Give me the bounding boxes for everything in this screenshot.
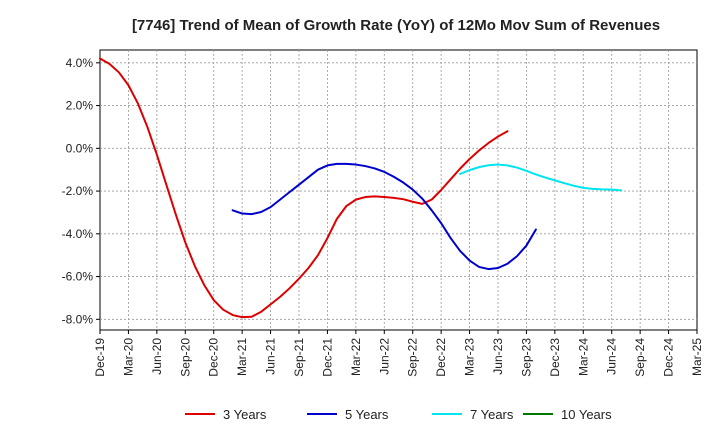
x-tick-label: Sep-21 bbox=[292, 338, 306, 377]
y-tick-label: 4.0% bbox=[66, 56, 94, 70]
y-tick-label: -2.0% bbox=[62, 184, 94, 198]
series-line-7-years bbox=[459, 163, 623, 192]
x-tick-label: Mar-25 bbox=[690, 338, 704, 376]
y-tick-label: 2.0% bbox=[66, 99, 94, 113]
series-line-3-years bbox=[99, 57, 509, 319]
x-axis: Dec-19 Mar-20 Jun-20 Sep-20 Dec-20 Mar-21 Jun-… bbox=[93, 330, 704, 377]
x-tick-label: Sep-20 bbox=[178, 338, 192, 377]
x-tick-label: Dec-23 bbox=[548, 338, 562, 377]
x-tick-label: Jun-22 bbox=[377, 338, 391, 375]
x-tick-label: Sep-23 bbox=[519, 338, 533, 377]
x-tick-label: Dec-24 bbox=[662, 338, 676, 377]
x-tick-label: Dec-20 bbox=[207, 338, 221, 377]
x-tick-label: Sep-22 bbox=[406, 338, 420, 377]
x-tick-label: Sep-24 bbox=[633, 338, 647, 377]
x-tick-label: Jun-24 bbox=[605, 338, 619, 375]
legend: 3 Years 5 Years 7 Years 10 Years bbox=[185, 407, 612, 422]
x-tick-label: Mar-20 bbox=[121, 338, 135, 376]
legend-label: 7 Years bbox=[470, 407, 514, 422]
x-tick-label: Jun-23 bbox=[491, 338, 505, 375]
y-tick-label: -4.0% bbox=[62, 227, 94, 241]
chart-title: [7746] Trend of Mean of Growth Rate (YoY… bbox=[132, 17, 660, 34]
series-line-5-years bbox=[231, 162, 537, 271]
x-tick-label: Dec-22 bbox=[434, 338, 448, 377]
y-tick-label: -8.0% bbox=[62, 312, 94, 326]
y-tick-label: -6.0% bbox=[62, 270, 94, 284]
legend-label: 5 Years bbox=[345, 407, 389, 422]
y-axis: 4.0% 2.0% 0.0% -2.0% -4.0% -6.0% -8.0% bbox=[62, 56, 100, 326]
x-tick-label: Mar-21 bbox=[235, 338, 249, 376]
x-tick-label: Mar-24 bbox=[576, 338, 590, 376]
x-tick-label: Dec-21 bbox=[320, 338, 334, 377]
legend-label: 10 Years bbox=[561, 407, 612, 422]
x-tick-label: Dec-19 bbox=[93, 338, 107, 377]
y-tick-label: 0.0% bbox=[66, 141, 94, 155]
x-tick-label: Jun-20 bbox=[150, 338, 164, 375]
legend-label: 3 Years bbox=[223, 407, 267, 422]
x-tick-label: Jun-21 bbox=[264, 338, 278, 375]
x-tick-label: Mar-22 bbox=[349, 338, 363, 376]
x-tick-label: Mar-23 bbox=[463, 338, 477, 376]
series-layer bbox=[99, 57, 623, 319]
